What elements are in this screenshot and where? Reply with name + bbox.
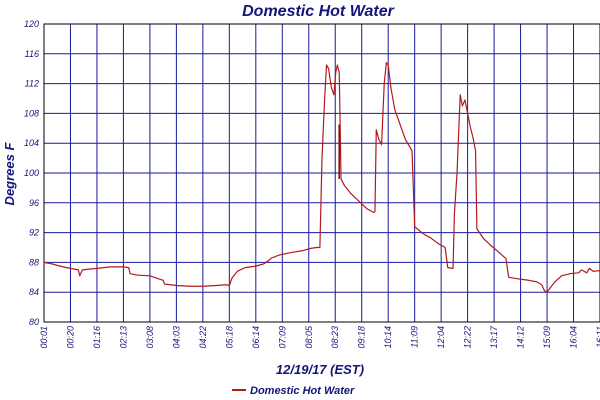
x-tick-label: 16:11 [595, 326, 600, 348]
x-axis-label: 12/19/17 (EST) [276, 362, 364, 377]
x-tick-label: 08:23 [330, 326, 340, 349]
x-tick-label: 09:18 [357, 326, 367, 349]
x-tick-labels: 00:01 00:20 01:16 02:13 03:08 04:03 04:22 05:18… [39, 325, 600, 349]
x-tick-label: 07:09 [277, 326, 287, 349]
x-tick-label: 12:22 [463, 326, 473, 349]
x-tick-label: 00:01 [39, 326, 49, 349]
y-tick-labels: 80 84 88 92 96 100 104 108 112 116 120 [24, 19, 39, 327]
x-tick-label: 03:08 [145, 326, 155, 349]
y-tick-label: 92 [29, 228, 39, 238]
legend-label: Domestic Hot Water [250, 385, 355, 397]
y-tick-label: 108 [24, 108, 39, 118]
y-tick-label: 88 [29, 257, 39, 267]
x-tick-label: 10:14 [383, 326, 393, 349]
x-tick-label: 08:05 [304, 325, 314, 349]
x-tick-label: 04:22 [198, 326, 208, 349]
plot-frame [43, 23, 600, 323]
y-tick-label: 116 [25, 49, 39, 59]
chart-title: Domestic Hot Water [242, 3, 395, 20]
y-tick-label: 100 [24, 168, 39, 178]
series-line-domestic-hot-water [43, 62, 600, 293]
y-tick-label: 80 [29, 317, 39, 327]
y-tick-label: 84 [29, 287, 39, 297]
y-tick-label: 104 [24, 138, 39, 148]
x-tick-label: 01:16 [92, 326, 102, 349]
y-tick-label: 120 [24, 19, 39, 29]
x-tick-label: 11:09 [410, 326, 420, 348]
y-tick-label: 112 [25, 79, 39, 89]
x-tick-label: 15:09 [542, 326, 552, 349]
x-tick-label: 02:13 [118, 326, 128, 349]
x-tick-label: 00:20 [65, 326, 75, 349]
y-axis-label: Degrees F [2, 142, 17, 206]
y-tick-label: 96 [29, 198, 39, 208]
x-tick-label: 04:03 [171, 326, 181, 349]
x-tick-label: 05:18 [224, 326, 234, 349]
x-tick-label: 14:12 [516, 326, 526, 349]
x-tick-label: 13:17 [489, 325, 499, 349]
x-tick-label: 12:04 [436, 326, 446, 349]
x-tick-label: 16:04 [569, 326, 579, 349]
series [43, 62, 600, 293]
x-tick-label: 06:14 [251, 326, 261, 349]
